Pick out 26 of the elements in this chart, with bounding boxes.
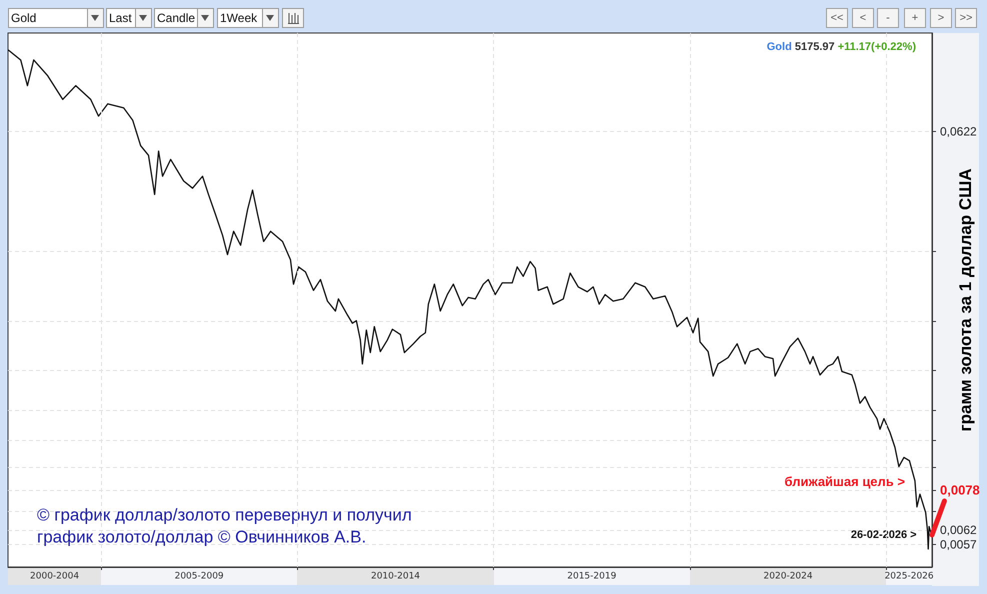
button: < — [852, 8, 874, 28]
x-tick-label: 2025-2026 — [884, 572, 934, 582]
x-tick-label: 2020-2024 — [764, 572, 813, 582]
dropdown: Last — [106, 8, 152, 28]
dropdown: Gold — [8, 8, 104, 28]
button: > — [930, 8, 952, 28]
x-tick-label: 2000-2004 — [30, 572, 80, 582]
annotation: график золото/доллар © Овчинников А.В. — [37, 528, 366, 546]
x-tick-label: 2005-2009 — [174, 572, 224, 582]
dropdown: 1Week — [217, 8, 279, 28]
annotation: 26-02-2026 > — [850, 529, 917, 542]
annotation: Gold 5175.97 +11.17(+0.22%) — [766, 41, 916, 53]
button: + — [904, 8, 926, 28]
x-tick-label: 2015-2019 — [567, 572, 617, 582]
annotation: ближайшая цель > — [784, 474, 906, 490]
y-tick-label: 0,0622 — [940, 124, 978, 138]
button: >> — [955, 8, 977, 28]
y-tick-label: 0,0057 — [940, 537, 978, 552]
annotation: © график доллар/золото перевернул и получил — [37, 506, 412, 524]
x-tick-label: 2010-2014 — [370, 572, 420, 582]
button: - — [877, 8, 899, 28]
dropdown: Candle — [154, 8, 214, 28]
y-tick-label: 0,0078 — [940, 482, 980, 498]
button: << — [826, 8, 848, 28]
y-axis-title: грамм золота за 1 доллар США — [956, 168, 975, 432]
y-tick-label: 0,0062 — [940, 522, 978, 537]
